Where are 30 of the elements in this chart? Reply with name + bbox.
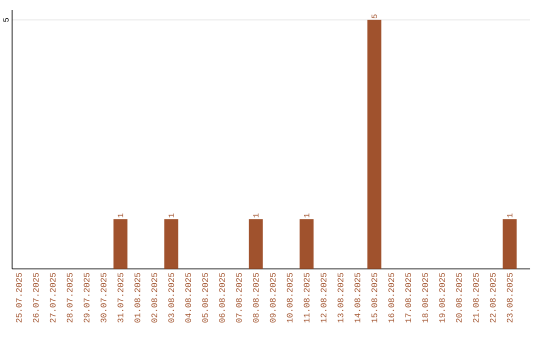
x-tick-label: 12.08.2025 <box>320 273 326 323</box>
x-tick-label: 26.07.2025 <box>32 273 39 323</box>
x-tick-label: 17.08.2025 <box>405 273 412 323</box>
x-tick-label: 28.07.2025 <box>66 273 73 323</box>
x-tick-label: 06.08.2025 <box>219 273 225 323</box>
x-tick-label: 14.08.2025 <box>354 273 360 323</box>
x-tick-label: 22.08.2025 <box>490 273 496 323</box>
x-tick-label: 20.08.2025 <box>456 273 462 323</box>
x-tick-label: 16.08.2025 <box>388 273 394 323</box>
x-tick-label: 01.08.2025 <box>134 273 140 323</box>
x-tick-label: 21.08.2025 <box>473 273 479 323</box>
x-tick-label: 23.08.2025 <box>506 273 513 323</box>
x-tick-label: 07.08.2025 <box>236 273 242 323</box>
x-tick-label: 29.07.2025 <box>84 273 90 323</box>
x-tick-label: 13.08.2025 <box>338 273 344 323</box>
x-tick-label: 31.07.2025 <box>118 273 124 323</box>
x-tick-label: 15.08.2025 <box>371 273 378 323</box>
x-tick-label: 11.08.2025 <box>304 273 310 323</box>
x-tick-label: 30.07.2025 <box>100 273 106 323</box>
x-tick-label: 03.08.2025 <box>168 273 174 323</box>
x-tick-label: 04.08.2025 <box>185 273 192 323</box>
x-tick-label: 09.08.2025 <box>270 273 276 323</box>
x-tick-label: 27.07.2025 <box>50 273 56 323</box>
x-tick-label: 08.08.2025 <box>252 273 259 323</box>
x-tick-label: 02.08.2025 <box>151 273 158 323</box>
x-tick-label: 25.07.2025 <box>16 273 22 323</box>
x-tick-label: 19.08.2025 <box>439 273 445 323</box>
x-tick-label: 18.08.2025 <box>422 273 428 323</box>
x-tick-label: 05.08.2025 <box>202 273 208 323</box>
x-tick-label: 10.08.2025 <box>286 273 293 323</box>
